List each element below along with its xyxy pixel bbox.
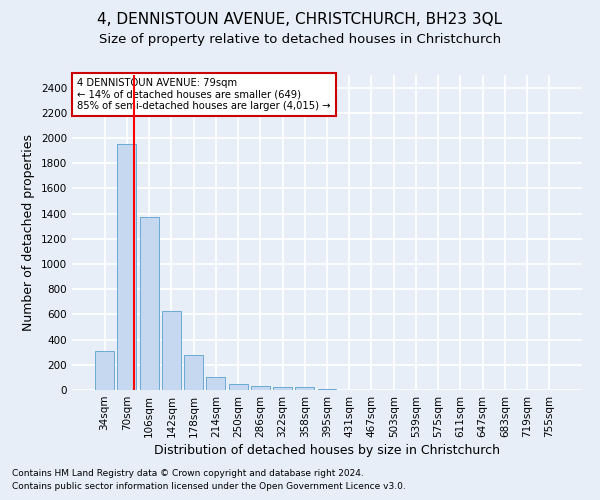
Text: Contains public sector information licensed under the Open Government Licence v3: Contains public sector information licen… [12,482,406,491]
Y-axis label: Number of detached properties: Number of detached properties [22,134,35,331]
Bar [140,218,158,390]
Bar [162,310,181,390]
Bar [295,388,314,390]
Bar [184,356,203,390]
Text: Contains HM Land Registry data © Crown copyright and database right 2024.: Contains HM Land Registry data © Crown c… [12,468,364,477]
Bar [251,386,270,390]
Bar [273,387,292,390]
Text: 4, DENNISTOUN AVENUE, CHRISTCHURCH, BH23 3QL: 4, DENNISTOUN AVENUE, CHRISTCHURCH, BH23… [97,12,503,28]
Bar [206,378,225,390]
Text: 4 DENNISTOUN AVENUE: 79sqm
← 14% of detached houses are smaller (649)
85% of sem: 4 DENNISTOUN AVENUE: 79sqm ← 14% of deta… [77,78,331,112]
Bar [118,144,136,390]
Bar [229,384,248,390]
Bar [95,351,114,390]
X-axis label: Distribution of detached houses by size in Christchurch: Distribution of detached houses by size … [154,444,500,457]
Text: Size of property relative to detached houses in Christchurch: Size of property relative to detached ho… [99,32,501,46]
